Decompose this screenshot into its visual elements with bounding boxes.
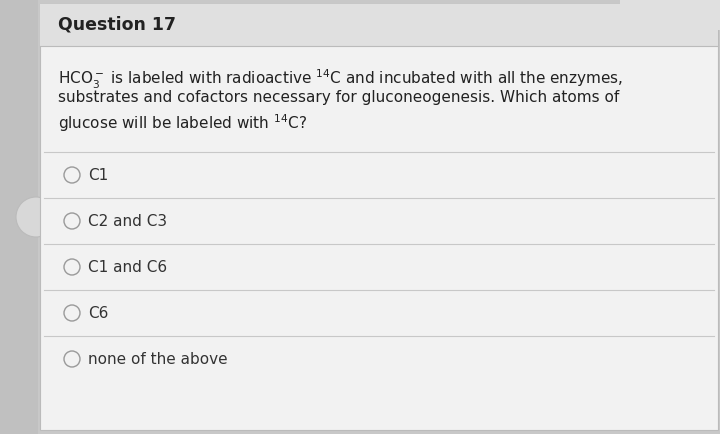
Text: none of the above: none of the above bbox=[88, 352, 228, 366]
Text: C6: C6 bbox=[88, 306, 109, 320]
Text: C1: C1 bbox=[88, 168, 108, 183]
Circle shape bbox=[16, 197, 56, 237]
Text: HCO$_3^-$ is labeled with radioactive $^{14}$C and incubated with all the enzyme: HCO$_3^-$ is labeled with radioactive $^… bbox=[58, 68, 624, 91]
Text: C2 and C3: C2 and C3 bbox=[88, 214, 167, 228]
Bar bbox=[40, 4, 718, 46]
Text: substrates and cofactors necessary for gluconeogenesis. Which atoms of: substrates and cofactors necessary for g… bbox=[58, 90, 619, 105]
Text: C1 and C6: C1 and C6 bbox=[88, 260, 167, 274]
Bar bbox=[0, 0, 38, 434]
Text: Question 17: Question 17 bbox=[58, 16, 176, 34]
Bar bbox=[620, 0, 720, 30]
Text: glucose will be labeled with $^{14}$C?: glucose will be labeled with $^{14}$C? bbox=[58, 112, 307, 134]
